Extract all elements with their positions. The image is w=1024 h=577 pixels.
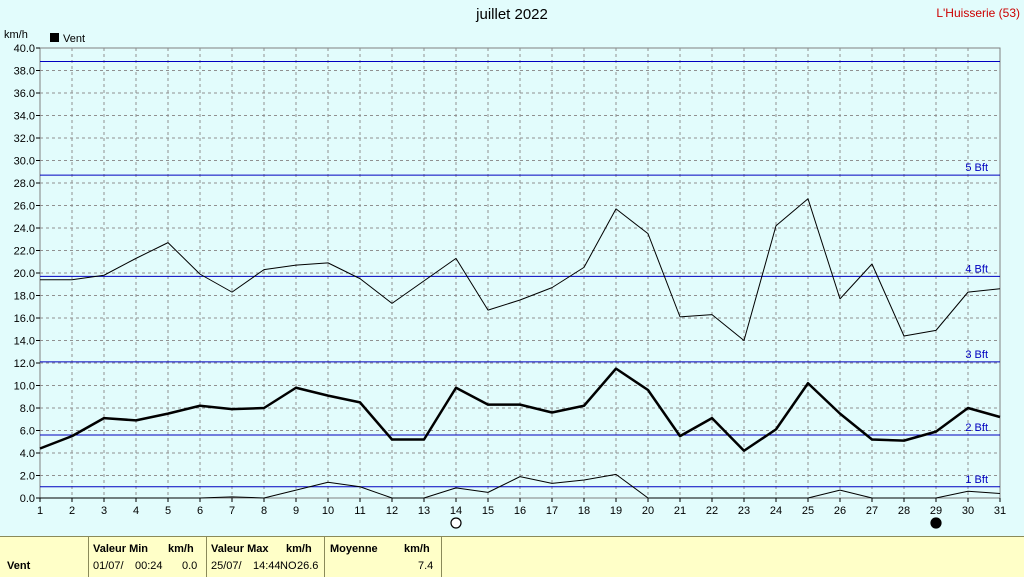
chart-title: juillet 2022: [476, 6, 548, 23]
max-direction: NO: [280, 560, 297, 572]
beaufort-label: 3 Bft: [965, 349, 988, 361]
x-tick-label: 18: [578, 505, 590, 517]
min-date: 01/07/: [93, 560, 124, 572]
max-date: 25/07/: [211, 560, 242, 572]
x-tick-label: 24: [770, 505, 782, 517]
y-tick-label: 22.0: [14, 246, 35, 258]
y-tick-label: 0.0: [20, 493, 35, 505]
y-tick-label: 16.0: [14, 313, 35, 325]
avg-unit: km/h: [404, 543, 430, 555]
max-header: Valeur Max: [211, 543, 269, 555]
y-tick-label: 2.0: [20, 471, 35, 483]
x-tick-label: 13: [418, 505, 430, 517]
x-tick-label: 14: [450, 505, 462, 517]
beaufort-label: 2 Bft: [965, 422, 988, 434]
y-tick-label: 28.0: [14, 178, 35, 190]
series-line-moyenne: [39, 367, 1001, 452]
y-tick-label: 36.0: [14, 88, 35, 100]
x-tick-label: 3: [101, 505, 107, 517]
x-tick-label: 7: [229, 505, 235, 517]
x-tick-label: 28: [898, 505, 910, 517]
y-tick-label: 34.0: [14, 111, 35, 123]
x-tick-label: 1: [37, 505, 43, 517]
legend-label: Vent: [63, 33, 85, 45]
min-header: Valeur Min: [93, 543, 149, 555]
y-tick-label: 20.0: [14, 268, 35, 280]
max-unit: km/h: [286, 543, 312, 555]
x-tick-label: 30: [962, 505, 974, 517]
x-tick-label: 25: [802, 505, 814, 517]
series-line-max: [40, 198, 1001, 341]
x-tick-label: 11: [354, 505, 365, 517]
x-tick-label: 6: [197, 505, 203, 517]
x-tick-label: 21: [674, 505, 686, 517]
x-tick-label: 23: [738, 505, 750, 517]
series-line-min: [40, 473, 1001, 499]
y-tick-label: 4.0: [20, 448, 35, 460]
y-tick-label: 8.0: [20, 403, 35, 415]
x-tick-label: 27: [866, 505, 878, 517]
y-tick-label: 10.0: [14, 381, 35, 393]
beaufort-label: 5 Bft: [965, 162, 988, 174]
x-tick-label: 26: [834, 505, 846, 517]
y-tick-label: 26.0: [14, 201, 35, 213]
y-tick-label: 6.0: [20, 426, 35, 438]
y-tick-label: 38.0: [14, 66, 35, 78]
x-tick-label: 4: [133, 505, 139, 517]
min-unit: km/h: [168, 543, 194, 555]
footer-max-cell: Valeur Max km/h 25/07/ 14:44 NO 26.6: [206, 537, 325, 577]
x-tick-label: 15: [482, 505, 494, 517]
x-tick-label: 9: [293, 505, 299, 517]
y-tick-label: 30.0: [14, 156, 35, 168]
max-value: 26.6: [297, 560, 319, 572]
min-value: 0.0: [182, 560, 198, 572]
y-tick-label: 40.0: [14, 43, 35, 55]
max-time: 14:44: [253, 560, 281, 572]
avg-header: Moyenne: [330, 543, 378, 555]
x-tick-label: 19: [610, 505, 622, 517]
new-moon-icon: [930, 517, 942, 529]
wind-chart: 1 2 3 4 5 6 7 8 9 10 11 12 13 14 15 16 17 18 19 20 21 22 23 24 2…: [4, 29, 1006, 529]
beaufort-label: 4 Bft: [965, 263, 988, 275]
x-tick-label: 22: [706, 505, 718, 517]
legend-swatch: [50, 33, 59, 42]
x-tick-label: 29: [930, 505, 942, 517]
x-tick-label: 5: [165, 505, 171, 517]
x-tick-label: 2: [69, 505, 75, 517]
y-tick-label: 18.0: [14, 291, 35, 303]
x-tick-label: 8: [261, 505, 267, 517]
y-tick-label: 14.0: [14, 336, 35, 348]
x-tick-label: 10: [322, 505, 334, 517]
y-tick-label: 12.0: [14, 358, 35, 370]
station-name: L'Huisserie (53): [936, 6, 1020, 20]
x-tick-label: 16: [514, 505, 526, 517]
x-tick-label: 31: [994, 505, 1006, 517]
footer-min-cell: Valeur Min km/h 01/07/ 00:24 0.0: [88, 537, 207, 577]
stats-footer: Vent Valeur Min km/h 01/07/ 00:24 0.0 Va…: [0, 536, 1024, 577]
x-tick-label: 17: [546, 505, 558, 517]
x-tick-label: 12: [386, 505, 398, 517]
footer-label-cell: Vent: [0, 537, 89, 577]
footer-row-label: Vent: [7, 560, 31, 572]
y-tick-label: 24.0: [14, 223, 35, 235]
y-axis-unit: km/h: [4, 29, 28, 41]
x-tick-label: 20: [642, 505, 654, 517]
avg-value: 7.4: [418, 560, 434, 572]
min-time: 00:24: [135, 560, 163, 572]
full-moon-icon: [450, 517, 462, 529]
beaufort-label: 1 Bft: [965, 474, 988, 486]
footer-avg-cell: Moyenne km/h 7.4: [324, 537, 442, 577]
y-tick-label: 32.0: [14, 133, 35, 145]
